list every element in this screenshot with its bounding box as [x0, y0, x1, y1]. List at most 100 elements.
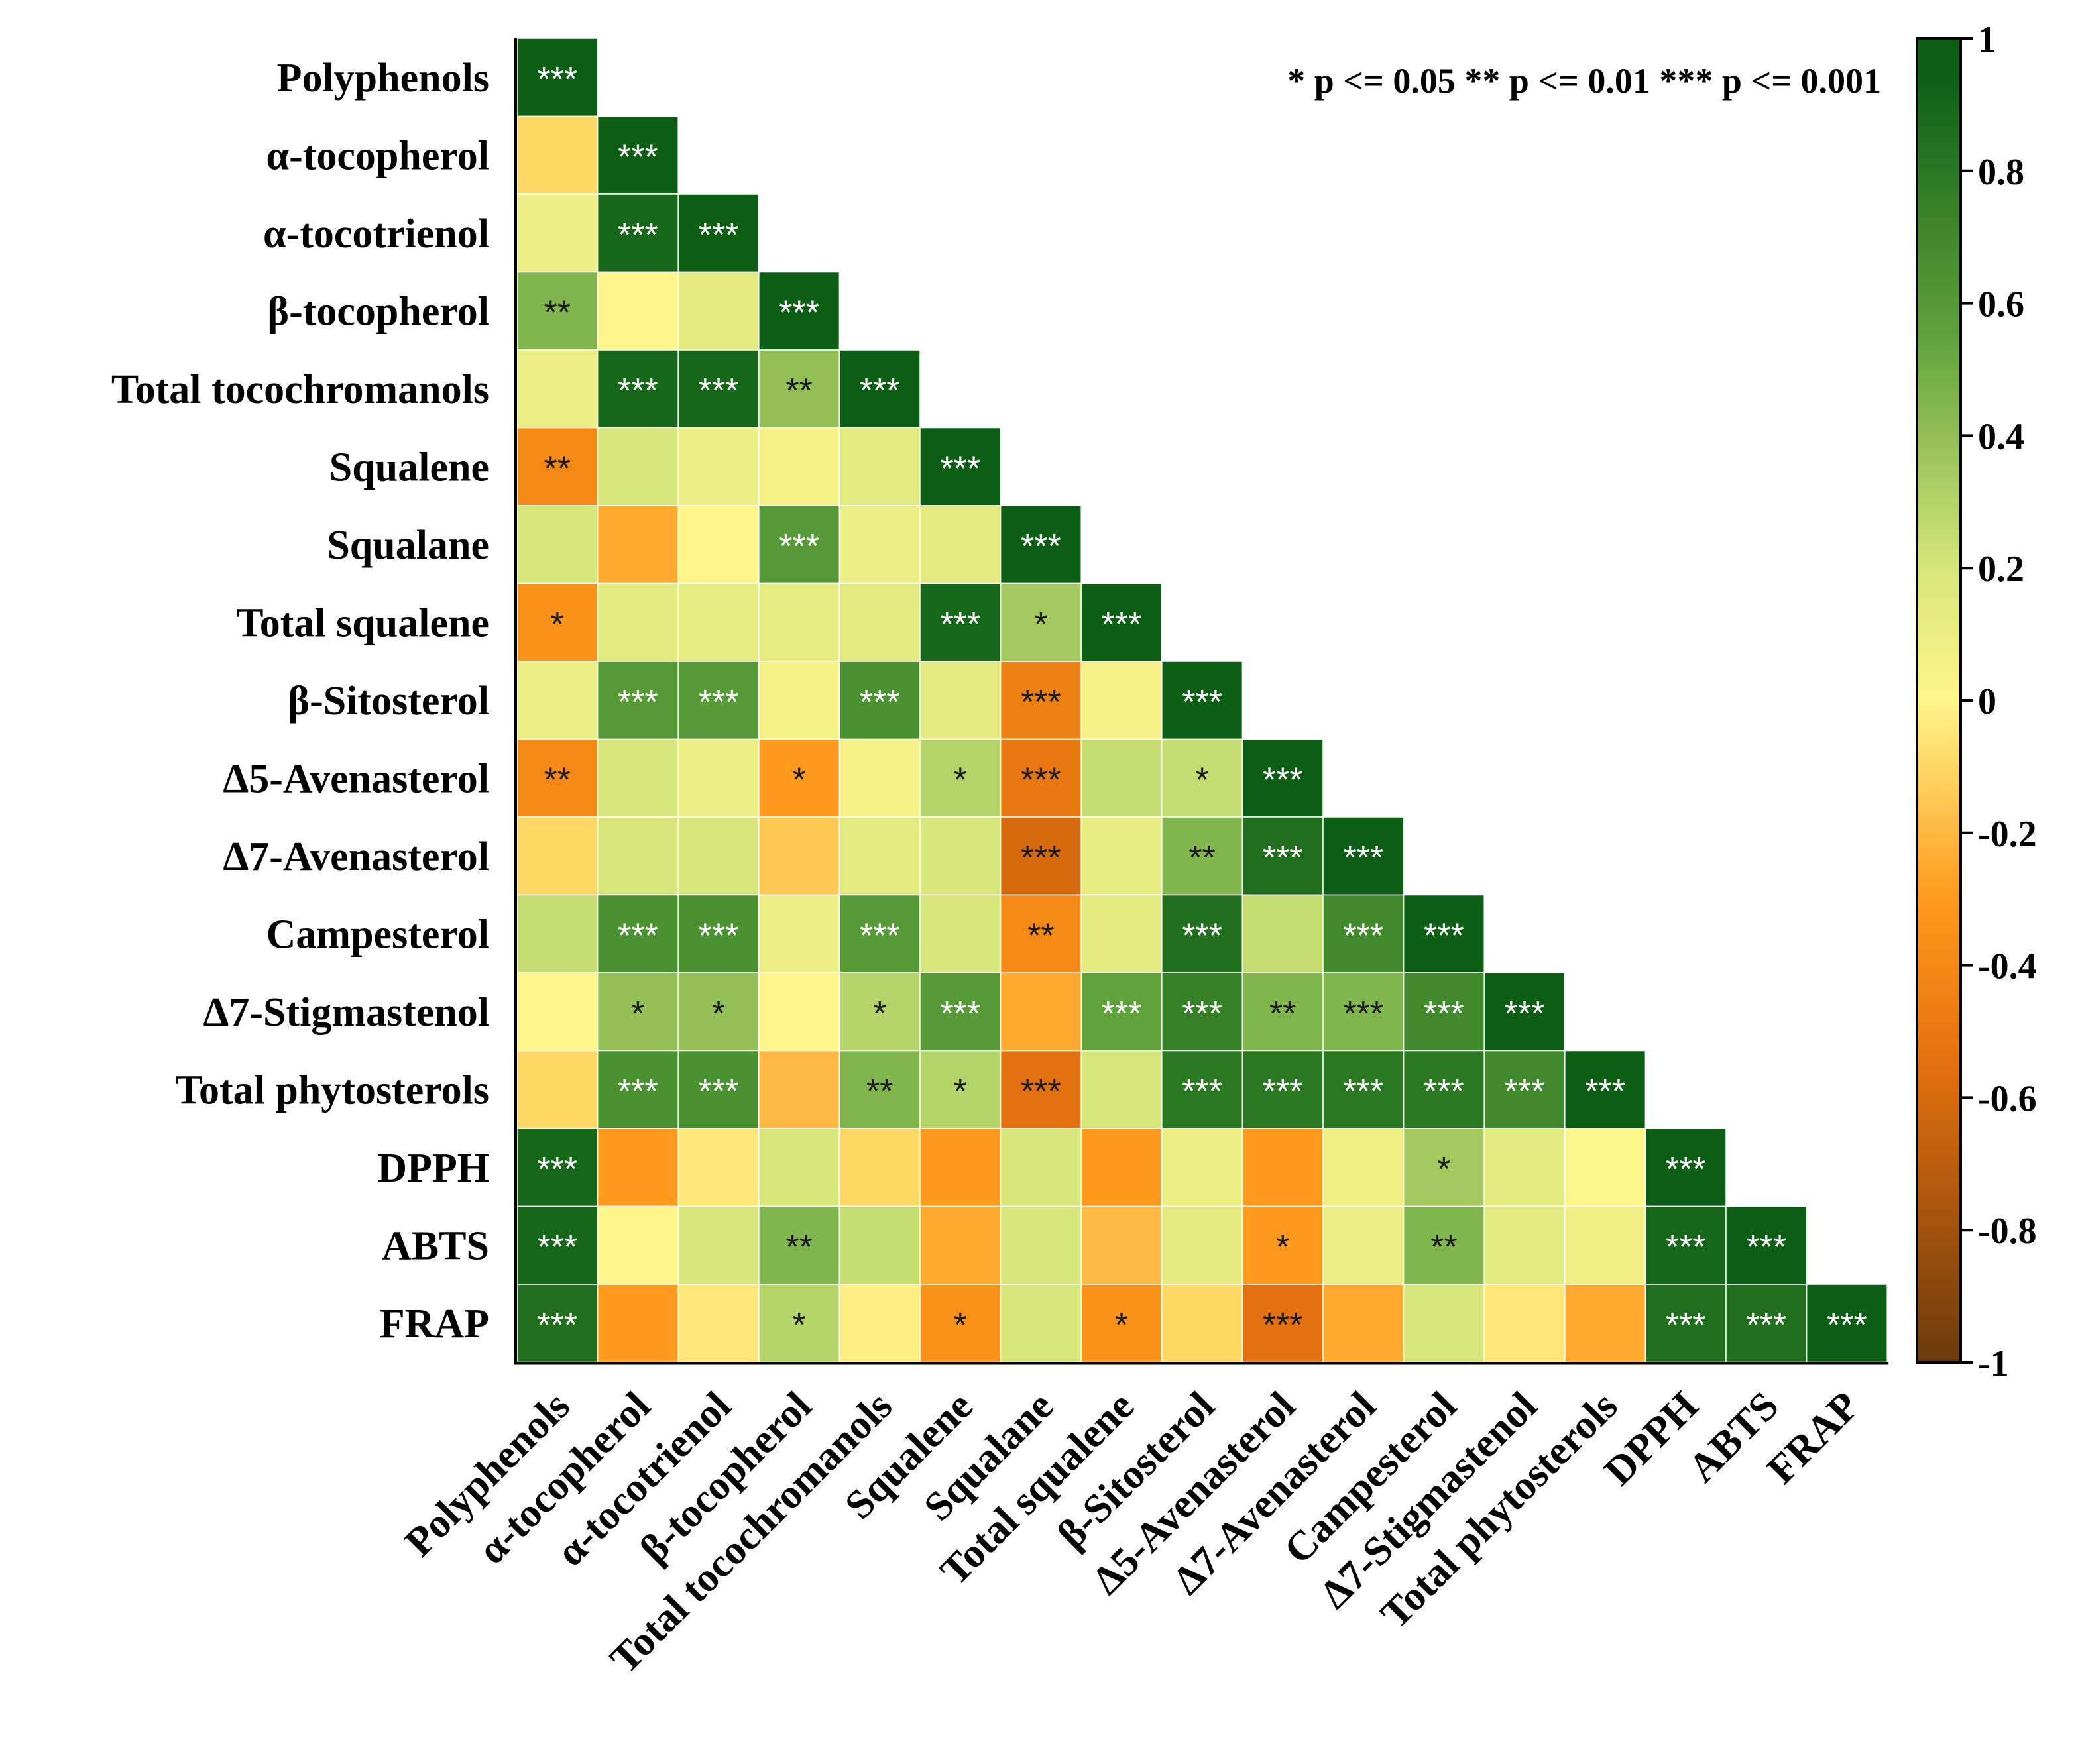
heatmap-cell — [677, 972, 760, 1052]
heatmap-cell — [597, 1050, 679, 1129]
heatmap-cell — [758, 1050, 840, 1129]
row-label: Total squalene — [236, 600, 489, 645]
colorbar-tick-label: 0.6 — [1978, 284, 2024, 325]
heatmap-cell — [919, 1205, 1002, 1285]
significance-mark: *** — [1424, 995, 1464, 1033]
heatmap-cell — [838, 894, 921, 973]
row-label: Polyphenols — [277, 56, 489, 101]
heatmap-cell — [516, 1050, 599, 1129]
heatmap-cell — [597, 505, 679, 584]
significance-mark: *** — [1021, 527, 1061, 566]
heatmap-cell — [1483, 1284, 1566, 1363]
significance-mark: *** — [1343, 1072, 1383, 1111]
heatmap-cell — [1000, 1050, 1082, 1129]
significance-mark: *** — [860, 916, 900, 955]
colorbar-tick-label: -0.8 — [1978, 1211, 2037, 1252]
heatmap-cell — [1161, 972, 1243, 1052]
heatmap-cell — [919, 427, 1002, 506]
significance-mark: * — [954, 1072, 967, 1111]
significance-mark: *** — [1746, 1306, 1786, 1345]
colorbar: 1 0.8 0.6 0.4 0.2 0 -0.2 -0.4 -0.6 -0.8 -1 — [1916, 19, 2037, 1384]
significance-mark: * — [551, 605, 564, 643]
heatmap-cell — [758, 972, 840, 1052]
significance-mark: ** — [1027, 916, 1054, 955]
heatmap-cell — [1564, 1284, 1646, 1363]
heatmap-cell — [1000, 1128, 1082, 1207]
heatmap-cell — [677, 738, 760, 818]
significance-mark: *** — [537, 1306, 577, 1345]
heatmap-cell — [516, 972, 599, 1052]
significance-mark: *** — [1021, 839, 1061, 877]
significance-mark: *** — [1343, 995, 1383, 1033]
heatmap-cell — [758, 1205, 840, 1285]
heatmap-cell — [1322, 816, 1405, 896]
significance-mark: *** — [1021, 683, 1061, 722]
significance-mark: ** — [544, 294, 571, 332]
row-label: Δ5-Avenasterol — [223, 756, 489, 801]
heatmap-cell — [677, 894, 760, 973]
heatmap-cell — [677, 505, 760, 584]
significance-mark: ** — [544, 449, 571, 488]
significance-mark: *** — [618, 683, 658, 722]
heatmap-cell — [758, 271, 840, 351]
heatmap-cell — [1080, 894, 1163, 973]
row-label: Δ7-Avenasterol — [223, 834, 489, 879]
heatmap-cell — [1403, 972, 1485, 1052]
heatmap-cell — [919, 816, 1002, 896]
heatmap-cell — [1483, 1128, 1566, 1207]
heatmap-cell — [838, 661, 921, 740]
heatmap-cell — [1000, 1205, 1082, 1285]
heatmap-cell — [1241, 894, 1324, 973]
significance-mark: * — [792, 761, 805, 799]
heatmap-cell — [919, 661, 1002, 740]
significance-mark: *** — [1343, 916, 1383, 955]
significance-mark: * — [1437, 1150, 1450, 1189]
significance-mark: ** — [785, 1228, 812, 1266]
significance-mark: * — [1195, 761, 1208, 799]
significance-mark: ** — [866, 1072, 893, 1111]
heatmap-cell — [1564, 1205, 1646, 1285]
significance-mark: * — [792, 1306, 805, 1345]
heatmap-cell — [1080, 661, 1163, 740]
heatmap-cell — [1483, 972, 1566, 1052]
row-label: ABTS — [382, 1223, 489, 1268]
significance-mark: *** — [1102, 605, 1142, 643]
heatmap-cell — [597, 115, 679, 195]
heatmap-cell — [597, 816, 679, 896]
heatmap-cell — [1564, 1128, 1646, 1207]
heatmap-cell — [597, 193, 679, 273]
significance-mark: *** — [618, 138, 658, 176]
heatmap-cell — [838, 816, 921, 896]
significance-mark: * — [954, 761, 967, 799]
significance-mark: *** — [940, 449, 980, 488]
significance-mark: *** — [940, 995, 980, 1033]
heatmap-cell — [1161, 738, 1243, 818]
significance-mark: * — [631, 995, 644, 1033]
significance-mark: ** — [1269, 995, 1296, 1033]
significance-mark: *** — [699, 216, 739, 254]
heatmap-cell — [1080, 972, 1163, 1052]
heatmap-cell — [1322, 1284, 1405, 1363]
heatmap-cell — [1000, 582, 1082, 662]
significance-mark: *** — [1182, 1072, 1222, 1111]
significance-mark: *** — [618, 916, 658, 955]
colorbar-tick-label: -0.2 — [1978, 814, 2037, 855]
heatmap-cell — [1644, 1205, 1727, 1285]
heatmap-cell — [1403, 1205, 1485, 1285]
heatmap-cell — [1322, 1128, 1405, 1207]
heatmap-cell — [597, 1205, 679, 1285]
significance-mark: *** — [1424, 1072, 1464, 1111]
significance-mark: *** — [537, 1228, 577, 1266]
heatmap-cell — [677, 582, 760, 662]
significance-mark: *** — [1585, 1072, 1625, 1111]
significance-mark: *** — [860, 372, 900, 410]
significance-mark: *** — [1666, 1228, 1706, 1266]
heatmap-cell — [1161, 1205, 1243, 1285]
heatmap-cell — [677, 427, 760, 506]
heatmap-cell — [516, 816, 599, 896]
row-label: FRAP — [380, 1301, 489, 1347]
heatmap-cell — [1644, 1128, 1727, 1207]
heatmap-cell — [1161, 816, 1243, 896]
heatmap-cell — [1080, 1205, 1163, 1285]
